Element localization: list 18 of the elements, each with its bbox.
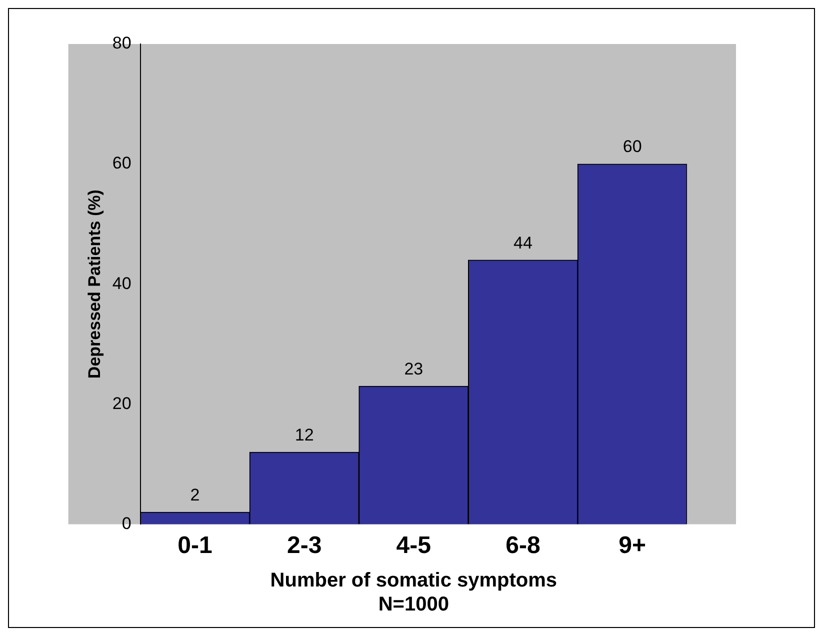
data-label: 44 xyxy=(514,233,532,252)
y-tick-label: 20 xyxy=(112,394,132,413)
data-label: 12 xyxy=(294,425,314,444)
x-tick-label: 4-5 xyxy=(396,532,431,560)
y-tick-label: 40 xyxy=(112,274,132,293)
y-tick-label: 60 xyxy=(112,154,132,173)
y-tick-label: 0 xyxy=(122,514,132,533)
data-label: 60 xyxy=(622,137,642,156)
text: N=1000 xyxy=(378,594,449,616)
data-label: 23 xyxy=(404,359,424,378)
x-tick-label: 6-8 xyxy=(506,532,540,560)
y-axis-title: Depressed Patients (%) xyxy=(84,190,104,379)
y-tick-label: 80 xyxy=(112,34,132,53)
x-tick-label: 2-3 xyxy=(286,532,322,560)
data-label: 2 xyxy=(190,485,200,504)
x-axis-title: Number of somatic symptoms xyxy=(270,570,558,592)
x-tick-label: 9+ xyxy=(618,532,646,560)
x-tick-label: 0-1 xyxy=(178,532,212,560)
